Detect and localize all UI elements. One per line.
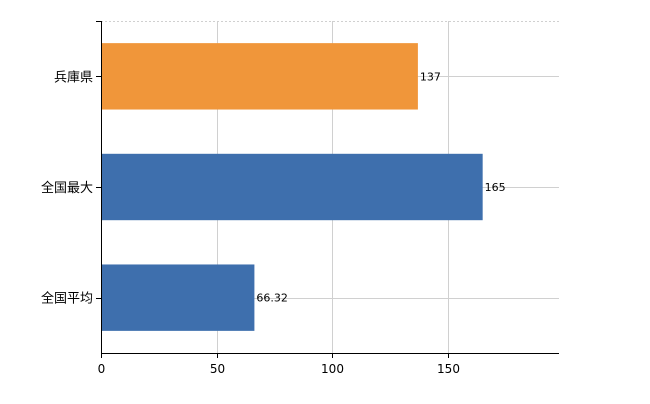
bar-2 xyxy=(101,264,255,331)
bar-0 xyxy=(101,43,418,110)
category-label-1: 全国最大 xyxy=(41,180,93,196)
axis-layer xyxy=(96,21,559,358)
data-label-1: 165 xyxy=(485,181,506,194)
bar-layer xyxy=(101,43,483,331)
x-tick-label-3: 150 xyxy=(437,362,460,376)
data-label-2: 66.32 xyxy=(256,292,288,305)
x-tick-label-2: 100 xyxy=(321,362,344,376)
x-tick-label-1: 50 xyxy=(210,362,225,376)
bar-1 xyxy=(101,153,483,221)
category-label-0: 兵庫県 xyxy=(54,70,93,85)
label-layer: 137 兵庫県 165 全国最大 66.32 全国平均 0 50 100 150 xyxy=(41,70,506,376)
data-label-0: 137 xyxy=(420,70,441,83)
x-tick-label-0: 0 xyxy=(98,362,106,376)
category-label-2: 全国平均 xyxy=(41,291,93,307)
